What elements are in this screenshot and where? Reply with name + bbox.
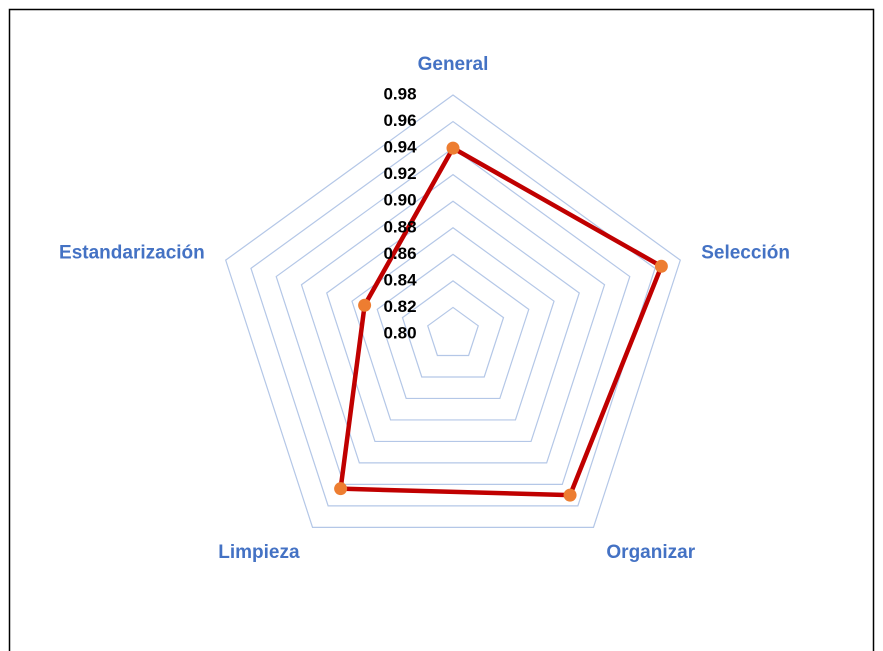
data-point bbox=[563, 488, 577, 502]
grid-ring bbox=[427, 306, 479, 357]
grid-ring bbox=[376, 253, 530, 400]
category-label: General bbox=[418, 54, 489, 75]
data-point bbox=[654, 259, 668, 273]
category-label: Estandarización bbox=[59, 242, 205, 263]
r-tick-label: 0.94 bbox=[383, 138, 417, 157]
r-tick-label: 0.88 bbox=[383, 217, 416, 236]
r-tick-label: 0.98 bbox=[383, 84, 416, 103]
series-line bbox=[338, 145, 664, 498]
data-point bbox=[334, 482, 348, 496]
grid-ring bbox=[224, 94, 682, 528]
grid-ring bbox=[250, 120, 656, 507]
r-tick-label: 0.84 bbox=[383, 270, 417, 289]
r-tick-label: 0.90 bbox=[383, 191, 416, 210]
r-tick-label: 0.80 bbox=[383, 323, 416, 342]
grid-ring bbox=[275, 147, 631, 485]
chart-border bbox=[8, 8, 875, 651]
grid-ring bbox=[300, 173, 606, 464]
r-tick-label: 0.96 bbox=[383, 111, 416, 130]
category-label: Limpieza bbox=[218, 542, 300, 563]
category-label: Organizar bbox=[606, 542, 695, 563]
data-point bbox=[446, 141, 460, 155]
r-tick-label: 0.92 bbox=[383, 164, 416, 183]
grid-ring bbox=[401, 280, 505, 378]
grid-ring bbox=[326, 200, 580, 443]
r-tick-label: 0.86 bbox=[383, 244, 416, 263]
r-tick-label: 0.82 bbox=[383, 297, 416, 316]
category-label: Selección bbox=[701, 242, 790, 263]
data-point bbox=[358, 298, 372, 312]
grid-ring bbox=[351, 227, 555, 421]
